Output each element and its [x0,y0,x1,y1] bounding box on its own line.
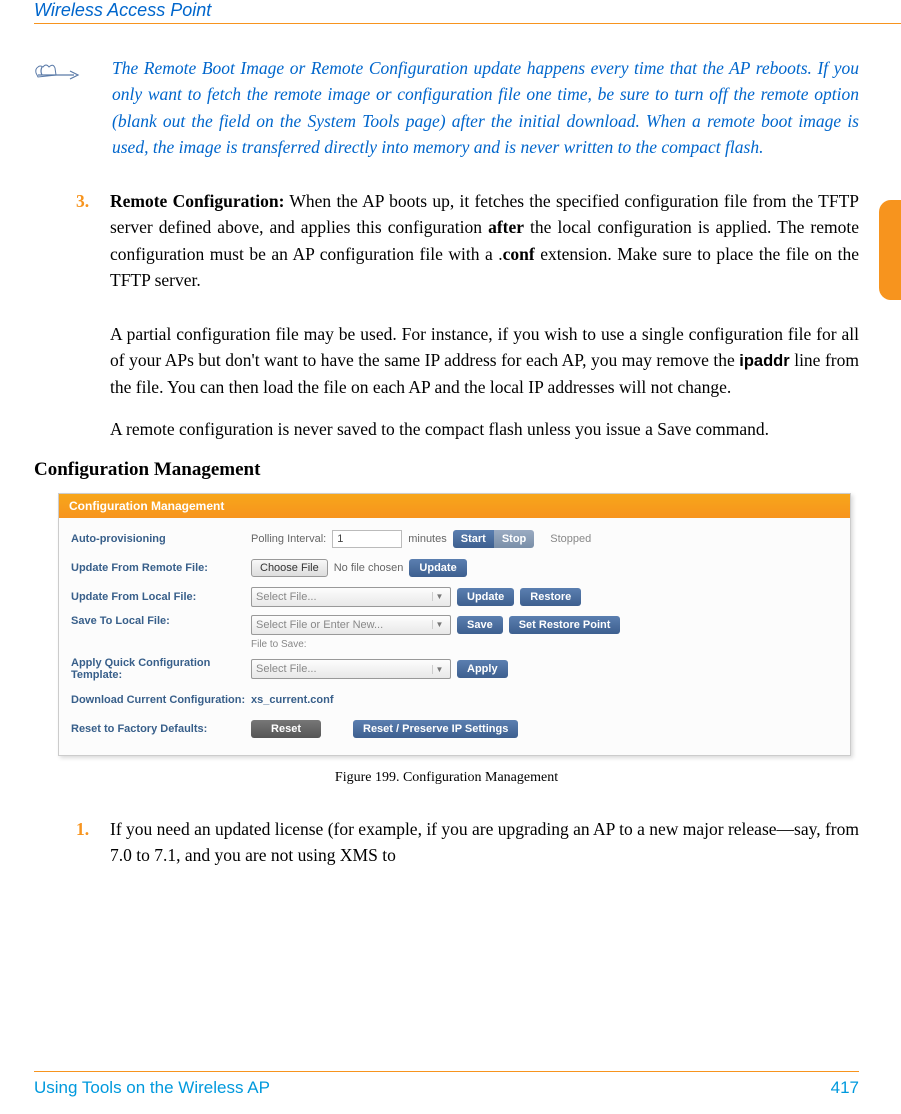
stop-button[interactable]: Stop [494,530,534,548]
download-config-controls: xs_current.conf [251,694,334,706]
page-header: Wireless Access Point [34,0,901,24]
page-footer: Using Tools on the Wireless AP 417 [34,1071,859,1098]
download-config-label: Download Current Configuration: [71,694,251,706]
footer-page-number: 417 [831,1078,859,1098]
auto-prov-label: Auto-provisioning [71,533,251,545]
header-title: Wireless Access Point [34,0,211,20]
reset-preserve-ip-button[interactable]: Reset / Preserve IP Settings [353,720,518,738]
list-item-1-text: If you need an updated license (for exam… [110,816,859,869]
note-block: The Remote Boot Image or Remote Configur… [34,55,859,160]
figure-caption: Figure 199. Configuration Management [34,770,859,786]
list-item-3: 3. Remote Configuration: When the AP boo… [34,188,859,307]
start-button[interactable]: Start [453,530,494,548]
restore-button[interactable]: Restore [520,588,581,606]
rc-conf: conf [503,244,535,264]
row-save-local: Save To Local File: Select File or Enter… [71,615,838,650]
polling-unit: minutes [408,533,447,545]
footer-left: Using Tools on the Wireless AP [34,1078,270,1098]
update-remote-controls: Choose File No file chosen Update [251,559,467,577]
save-local-placeholder: Select File or Enter New... [256,619,383,631]
set-restore-point-button[interactable]: Set Restore Point [509,616,621,634]
rc-paragraph-3: A remote configuration is never saved to… [34,416,859,442]
download-config-link[interactable]: xs_current.conf [251,694,334,706]
apply-template-label: Apply Quick Configuration Template: [71,657,251,682]
note-text: The Remote Boot Image or Remote Configur… [112,55,859,160]
auto-prov-controls: Polling Interval: minutes Start Stop Sto… [251,530,591,548]
update-local-select[interactable]: Select File... ▼ [251,587,451,607]
row-auto-provisioning: Auto-provisioning Polling Interval: minu… [71,528,838,550]
start-stop-group: Start Stop [453,530,535,548]
list-item-1: 1. If you need an updated license (for e… [34,816,859,883]
apply-button[interactable]: Apply [457,660,508,678]
apply-template-controls: Select File... ▼ Apply [251,659,508,679]
chevron-down-icon: ▼ [432,592,446,601]
reset-factory-controls: Reset Reset / Preserve IP Settings [251,720,518,738]
list-number-1: 1. [76,816,110,883]
provisioning-status: Stopped [550,533,591,545]
rc-paragraph-2: A partial configuration file may be used… [34,321,859,400]
row-apply-template: Apply Quick Configuration Template: Sele… [71,657,838,682]
reset-factory-label: Reset to Factory Defaults: [71,723,251,735]
update-local-button[interactable]: Update [457,588,514,606]
polling-interval-input[interactable] [332,530,402,548]
choose-file-button[interactable]: Choose File [251,559,328,577]
reset-button[interactable]: Reset [251,720,321,738]
file-to-save-label: File to Save: [251,639,307,650]
rc-ipaddr: ipaddr [739,352,789,370]
panel-body: Auto-provisioning Polling Interval: minu… [59,518,850,755]
panel-header: Configuration Management [59,494,850,518]
side-tab [879,200,901,300]
list-number: 3. [76,188,110,307]
save-local-select[interactable]: Select File or Enter New... ▼ [251,615,451,635]
template-select[interactable]: Select File... ▼ [251,659,451,679]
row-reset-factory: Reset to Factory Defaults: Reset Reset /… [71,718,838,740]
rc-after: after [488,217,524,237]
save-button[interactable]: Save [457,616,503,634]
chevron-down-icon: ▼ [432,665,446,674]
remote-config-lead: Remote Configuration: [110,191,284,211]
row-update-local: Update From Local File: Select File... ▼… [71,586,838,608]
polling-interval-label: Polling Interval: [251,533,326,545]
config-mgmt-panel: Configuration Management Auto-provisioni… [58,493,851,756]
row-download-config: Download Current Configuration: xs_curre… [71,689,838,711]
save-local-label: Save To Local File: [71,615,251,627]
update-remote-button[interactable]: Update [409,559,466,577]
no-file-chosen: No file chosen [334,562,404,574]
template-placeholder: Select File... [256,663,317,675]
save-local-controls: Select File or Enter New... ▼ Save Set R… [251,615,620,650]
section-heading: Configuration Management [34,459,859,481]
note-hand-icon [34,55,84,160]
update-local-label: Update From Local File: [71,591,251,603]
update-remote-label: Update From Remote File: [71,562,251,574]
page-content: The Remote Boot Image or Remote Configur… [34,55,859,896]
list-item-3-body: Remote Configuration: When the AP boots … [110,188,859,293]
update-local-placeholder: Select File... [256,591,317,603]
chevron-down-icon: ▼ [432,620,446,629]
row-update-remote: Update From Remote File: Choose File No … [71,557,838,579]
update-local-controls: Select File... ▼ Update Restore [251,587,581,607]
